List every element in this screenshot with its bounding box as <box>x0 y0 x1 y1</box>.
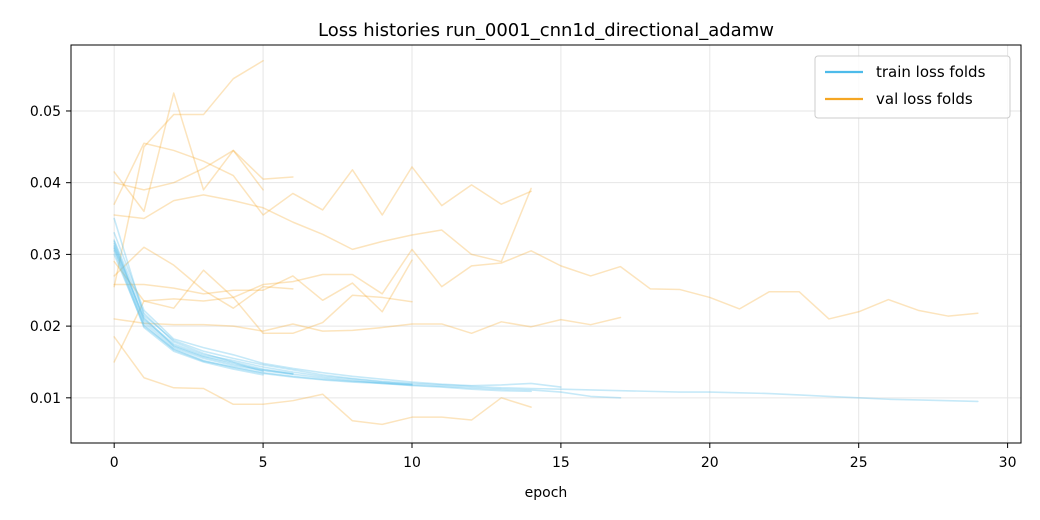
train-loss-line-9 <box>113 240 264 373</box>
chart-title: Loss histories run_0001_cnn1d_directiona… <box>318 20 774 41</box>
val-loss-line-2 <box>113 92 264 213</box>
val-loss-line-6 <box>113 248 979 363</box>
val-loss-line-3 <box>113 142 532 216</box>
x-tick-label: 15 <box>552 455 570 471</box>
x-tick-label: 5 <box>259 455 268 471</box>
y-tick-label: 0.04 <box>30 176 61 192</box>
x-tick-label: 20 <box>701 455 719 471</box>
legend-label-val: val loss folds <box>876 90 973 108</box>
train-loss-line-1 <box>113 217 979 403</box>
x-tick-label: 30 <box>999 455 1017 471</box>
val-loss-line-8 <box>113 316 622 335</box>
y-tick-label: 0.03 <box>30 247 61 263</box>
train-loss-line-5 <box>113 250 264 376</box>
legend-box <box>814 55 1011 119</box>
train-loss-line-4 <box>113 242 413 386</box>
series-layer <box>113 60 979 426</box>
val-loss-line-5 <box>113 246 294 309</box>
train-loss-line-8 <box>113 247 413 386</box>
x-axis-label: epoch <box>525 485 568 501</box>
y-tick-label: 0.01 <box>30 391 61 407</box>
val-loss-line-4 <box>113 187 532 263</box>
train-loss-line-6 <box>113 232 562 388</box>
ticks: 0 5 10 15 20 25 30 0.01 0.02 0.03 0.04 0.05 <box>30 104 1017 471</box>
x-tick-label: 25 <box>850 455 868 471</box>
val-loss-line-10 <box>113 336 532 426</box>
val-loss-line-9 <box>113 260 413 335</box>
x-tick-label: 0 <box>110 455 119 471</box>
train-loss-line-2 <box>113 253 622 399</box>
legend: train loss folds val loss folds <box>814 55 1011 119</box>
plot-frame <box>70 44 1022 444</box>
x-tick-label: 10 <box>403 455 421 471</box>
train-loss-line-3 <box>113 239 294 375</box>
y-tick-label: 0.05 <box>30 104 61 120</box>
legend-label-train: train loss folds <box>876 63 986 81</box>
train-loss-line-7 <box>113 244 294 375</box>
y-tick-label: 0.02 <box>30 319 61 335</box>
train-loss-line-0 <box>113 246 532 393</box>
val-loss-line-7 <box>113 259 413 313</box>
val-loss-line-0 <box>113 60 264 288</box>
val-loss-line-1 <box>113 149 294 191</box>
grid <box>71 45 1021 443</box>
